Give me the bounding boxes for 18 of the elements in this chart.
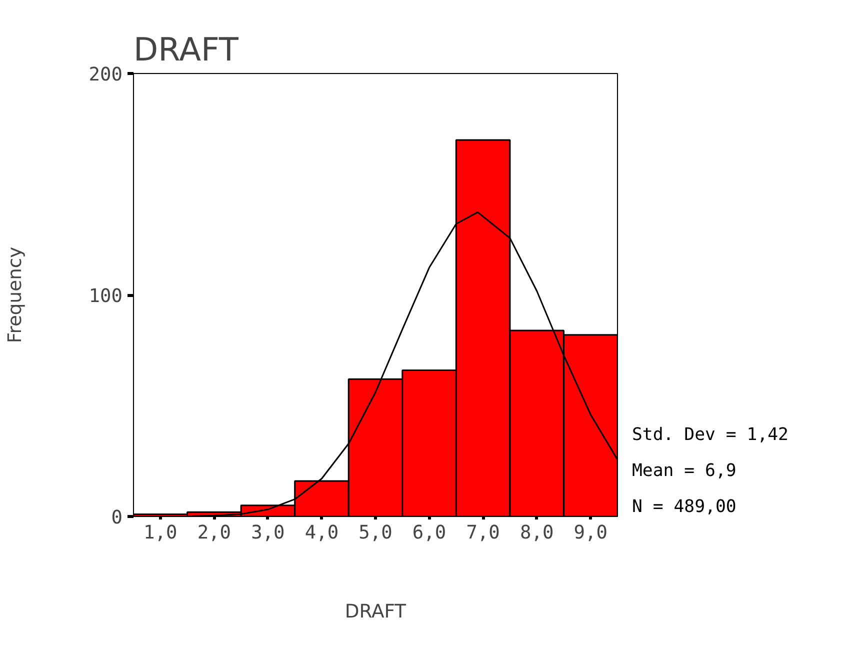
x-tick-label: 7,0: [466, 522, 500, 544]
chart-title: DRAFT: [134, 30, 239, 68]
text: Mean = 6,9: [632, 460, 738, 483]
x-tick-label: 4,0: [304, 522, 339, 544]
x-tick-label: 9,0: [574, 522, 608, 544]
y-tick-label: 0: [111, 508, 122, 528]
x-tick-label: 8,0: [520, 522, 554, 544]
x-tick-label: 2,0: [197, 522, 232, 544]
x-tick-label: 3,0: [251, 522, 285, 544]
x-tick-label: 1,0: [144, 522, 178, 544]
x-tick-label: 5,0: [358, 522, 392, 544]
x-tick-label: 6,0: [412, 522, 446, 544]
y-tick-label: 200: [88, 64, 123, 86]
text: N = 489,00: [632, 496, 738, 519]
y-axis-title: Frequency: [4, 246, 26, 344]
y-tick-label: 100: [88, 286, 123, 307]
x-axis-title: DRAFT: [344, 602, 407, 622]
text: Std. Dev = 1,42: [632, 424, 788, 447]
